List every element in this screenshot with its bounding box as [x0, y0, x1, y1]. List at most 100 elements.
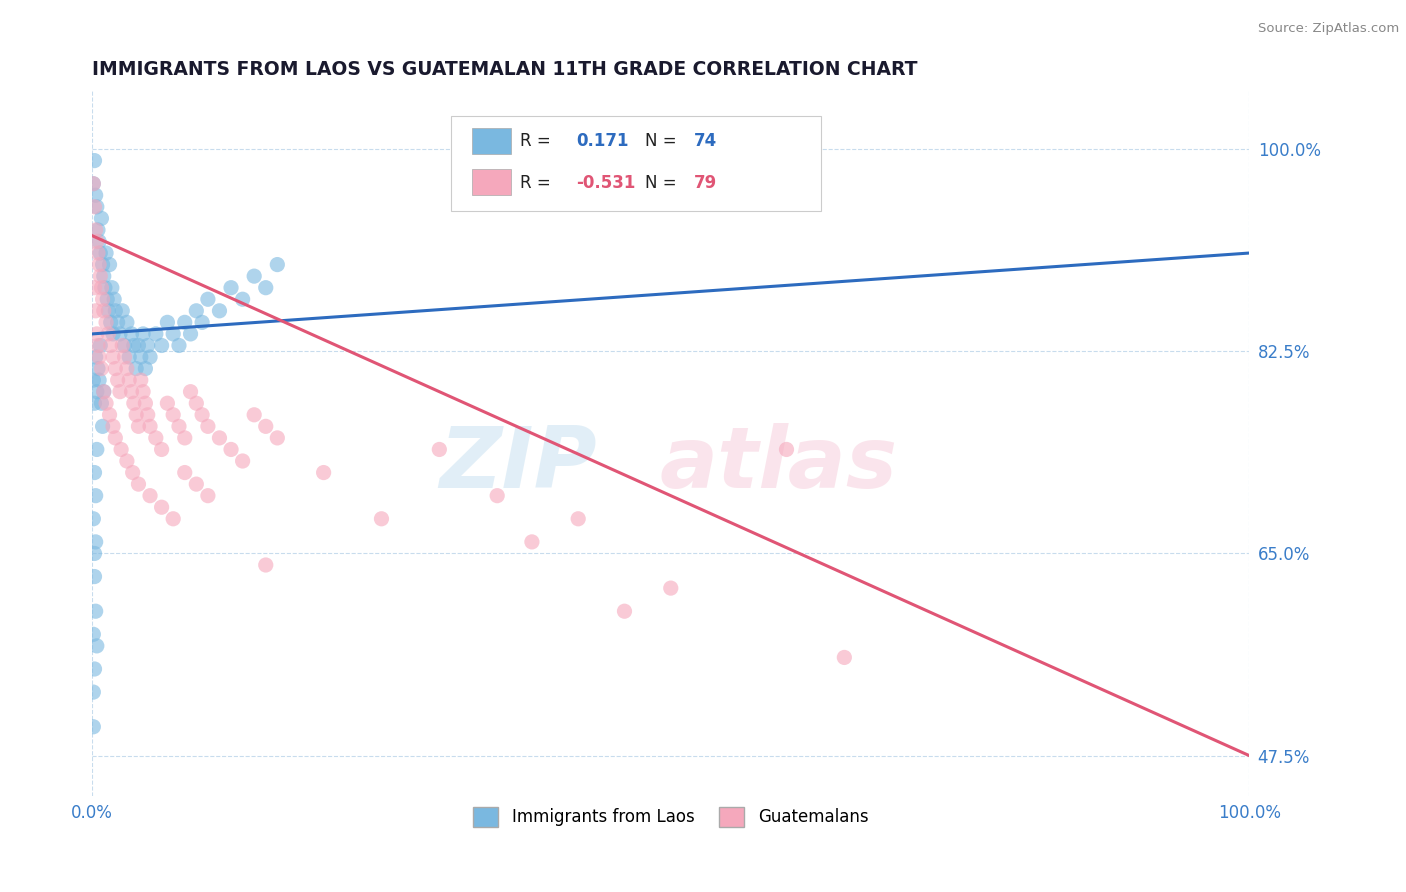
Text: ZIP: ZIP: [439, 424, 598, 507]
Point: [162, 512, 184, 526]
Point: [167, 419, 190, 434]
Point: [83, 153, 105, 168]
Point: [121, 466, 143, 480]
Point: [87, 258, 110, 272]
Text: Source: ZipAtlas.com: Source: ZipAtlas.com: [1258, 22, 1399, 36]
Point: [613, 604, 636, 618]
Point: [486, 489, 509, 503]
Point: [111, 303, 134, 318]
Point: [84, 604, 107, 618]
Point: [82, 177, 104, 191]
Point: [121, 384, 143, 399]
Text: 0.171: 0.171: [576, 132, 628, 150]
Point: [82, 373, 104, 387]
Point: [83, 200, 105, 214]
Point: [82, 720, 104, 734]
Point: [83, 281, 105, 295]
Point: [156, 396, 179, 410]
Point: [243, 269, 266, 284]
Point: [94, 281, 117, 295]
Point: [370, 512, 392, 526]
Point: [91, 258, 114, 272]
Point: [219, 281, 242, 295]
Point: [208, 431, 231, 445]
Point: [122, 338, 145, 352]
Point: [87, 373, 110, 387]
Point: [167, 338, 190, 352]
Point: [254, 419, 277, 434]
Point: [197, 489, 219, 503]
Point: [129, 373, 152, 387]
FancyBboxPatch shape: [472, 128, 510, 154]
Point: [83, 546, 105, 560]
Point: [83, 466, 105, 480]
Point: [127, 477, 149, 491]
Point: [101, 419, 124, 434]
Point: [243, 408, 266, 422]
Point: [132, 384, 155, 399]
Point: [90, 396, 112, 410]
Point: [86, 235, 108, 249]
Point: [101, 350, 124, 364]
Point: [87, 350, 110, 364]
Point: [191, 408, 214, 422]
Point: [136, 338, 159, 352]
Point: [266, 431, 288, 445]
Point: [180, 326, 202, 341]
Point: [93, 269, 115, 284]
Point: [100, 338, 122, 352]
Point: [122, 396, 145, 410]
Point: [180, 384, 202, 399]
Point: [87, 361, 110, 376]
Point: [567, 512, 589, 526]
Point: [87, 235, 110, 249]
Point: [150, 338, 173, 352]
Point: [232, 454, 254, 468]
Point: [254, 281, 277, 295]
Point: [82, 177, 104, 191]
Point: [139, 489, 162, 503]
Point: [84, 188, 107, 202]
Point: [197, 419, 219, 434]
Point: [84, 350, 107, 364]
Point: [139, 350, 162, 364]
Point: [125, 361, 148, 376]
FancyBboxPatch shape: [472, 169, 510, 194]
Point: [91, 419, 114, 434]
Text: atlas: atlas: [659, 424, 897, 507]
Point: [186, 477, 208, 491]
Point: [208, 303, 231, 318]
Point: [121, 326, 143, 341]
Point: [186, 303, 208, 318]
Point: [139, 419, 162, 434]
Point: [98, 258, 121, 272]
Point: [89, 338, 111, 352]
Point: [775, 442, 797, 457]
Point: [84, 303, 107, 318]
Point: [100, 315, 122, 329]
Point: [107, 315, 129, 329]
Point: [173, 466, 195, 480]
Point: [82, 685, 104, 699]
Point: [125, 408, 148, 422]
Point: [86, 200, 108, 214]
Point: [86, 326, 108, 341]
Point: [90, 281, 112, 295]
Point: [107, 373, 129, 387]
Point: [90, 361, 112, 376]
Point: [84, 535, 107, 549]
Text: 74: 74: [695, 132, 717, 150]
Point: [86, 442, 108, 457]
Point: [520, 535, 543, 549]
Text: N =: N =: [645, 132, 682, 150]
Point: [82, 512, 104, 526]
Point: [266, 258, 288, 272]
Point: [132, 326, 155, 341]
Point: [111, 338, 134, 352]
Point: [84, 223, 107, 237]
Text: R =: R =: [520, 174, 557, 192]
Point: [114, 338, 136, 352]
Text: -0.531: -0.531: [576, 174, 636, 192]
Point: [96, 292, 118, 306]
Point: [97, 326, 120, 341]
